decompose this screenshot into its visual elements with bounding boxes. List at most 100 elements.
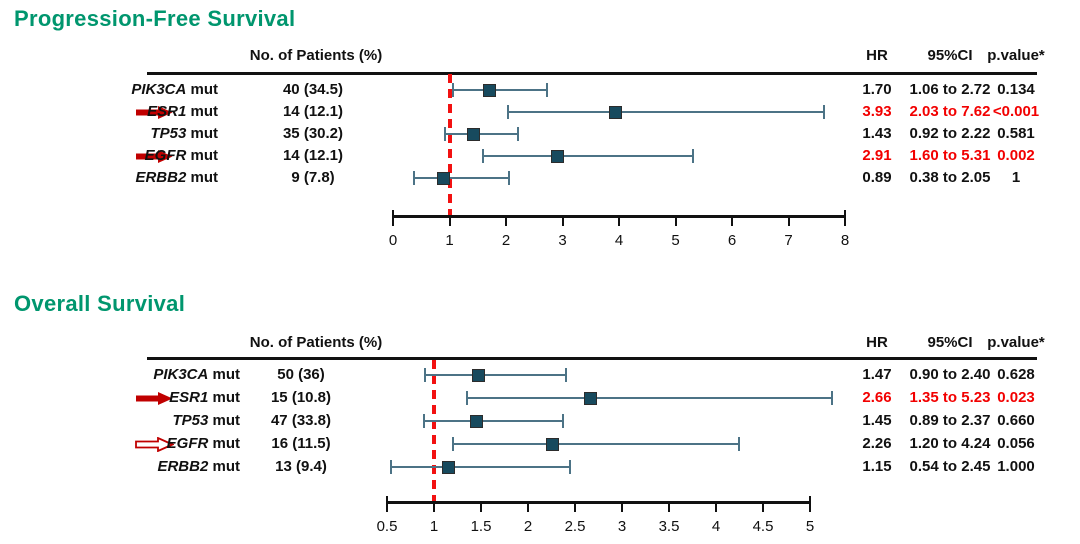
os-tp53-ci-line	[423, 420, 563, 422]
pfs-esr1-hr-value: 3.93	[862, 103, 892, 120]
os-x-axis-tick	[809, 496, 811, 512]
os-x-axis-tick	[762, 501, 764, 512]
os-esr1-row-label: ESR1 mut	[169, 389, 240, 406]
os-esr1-hr-value: 2.66	[862, 389, 892, 406]
os-erbb2-ci-cap-high	[569, 460, 572, 474]
pfs-egfr-ci-value: 1.60 to 5.31	[909, 147, 991, 164]
os-tp53-hr-marker	[469, 414, 483, 428]
pfs-pik3ca-ci-line	[452, 89, 547, 91]
pfs-esr1-ci-cap-high	[822, 105, 825, 119]
pfs-x-axis-tick-label: 5	[671, 232, 680, 249]
pfs-pik3ca-hr-value: 1.70	[862, 81, 892, 98]
pfs-x-axis-tick-label: 1	[445, 232, 454, 249]
pfs-egfr-p-value: 0.002	[997, 147, 1035, 164]
pfs-pik3ca-p-value: 0.134	[997, 81, 1035, 98]
os-tp53-row-label: TP53 mut	[172, 412, 240, 429]
pfs-x-axis-tick	[731, 215, 733, 226]
os-egfr-hr-value: 2.26	[862, 435, 892, 452]
pfs-pvalue-column-header: p.value*	[987, 47, 1045, 64]
os-x-axis-tick	[433, 501, 435, 512]
os-x-axis-tick	[668, 501, 670, 512]
os-pik3ca-ci-value: 0.90 to 2.40	[909, 366, 991, 383]
pfs-tp53-ci-value: 0.92 to 2.22	[909, 125, 991, 142]
pfs-esr1-filled-arrow-icon	[135, 105, 174, 120]
os-egfr-ci-value: 1.20 to 4.24	[909, 435, 991, 452]
os-erbb2-ci-cap-low	[389, 460, 392, 474]
pfs-pik3ca-row-label: PIK3CA mut	[131, 81, 218, 98]
pfs-esr1-patient-count: 14 (12.1)	[282, 103, 344, 120]
os-egfr-row-label: EGFR mut	[166, 435, 240, 452]
os-x-axis-tick	[574, 501, 576, 512]
os-erbb2-p-value: 1.000	[997, 458, 1035, 475]
os-x-axis-tick	[527, 501, 529, 512]
pfs-tp53-hr-value: 1.43	[862, 125, 892, 142]
os-esr1-ci-cap-low	[465, 391, 468, 405]
pfs-egfr-hr-value: 2.91	[862, 147, 892, 164]
os-egfr-hr-marker	[545, 437, 559, 451]
pfs-x-axis-tick-label: 3	[558, 232, 567, 249]
pfs-erbb2-p-value: 1	[1011, 169, 1021, 186]
os-esr1-ci-line	[466, 397, 832, 399]
os-erbb2-hr-value: 1.15	[862, 458, 892, 475]
pfs-egfr-filled-arrow-icon	[135, 149, 174, 164]
os-patients-column-header: No. of Patients (%)	[249, 334, 383, 351]
os-x-axis-tick-label: 3.5	[658, 518, 680, 535]
pfs-erbb2-patient-count: 9 (7.8)	[291, 169, 335, 186]
pfs-x-axis-tick-label: 2	[501, 232, 511, 249]
pfs-tp53-ci-line	[444, 133, 519, 135]
os-pik3ca-ci-line	[424, 374, 566, 376]
os-egfr-ci-line	[452, 443, 739, 445]
os-esr1-patient-count: 15 (10.8)	[270, 389, 332, 406]
os-tp53-p-value: 0.660	[997, 412, 1035, 429]
os-erbb2-ci-line	[390, 466, 571, 468]
pfs-tp53-p-value: 0.581	[997, 125, 1035, 142]
os-header-rule	[147, 357, 1037, 360]
pfs-panel-title: Progression-Free Survival	[14, 6, 296, 31]
os-tp53-ci-value: 0.89 to 2.37	[909, 412, 991, 429]
os-pik3ca-ci-cap-high	[564, 368, 567, 382]
pfs-esr1-row-label: ESR1 mut	[147, 103, 218, 120]
pfs-x-axis-tick	[505, 215, 507, 226]
os-x-axis-tick-label: 2.5	[564, 518, 586, 535]
pfs-esr1-ci-cap-low	[506, 105, 509, 119]
os-erbb2-hr-marker	[441, 460, 455, 474]
os-pik3ca-row-label: PIK3CA mut	[153, 366, 240, 383]
pfs-esr1-hr-marker	[608, 105, 622, 119]
pfs-x-axis-tick-label: 7	[784, 232, 793, 249]
os-egfr-patient-count: 16 (11.5)	[271, 435, 331, 452]
os-pik3ca-p-value: 0.628	[997, 366, 1035, 383]
os-esr1-p-value: 0.023	[997, 389, 1035, 406]
pfs-reference-line	[447, 74, 452, 215]
pfs-pik3ca-patient-count: 40 (34.5)	[282, 81, 344, 98]
pfs-esr1-ci-value: 2.03 to 7.62	[909, 103, 991, 120]
pfs-x-axis-tick	[392, 210, 394, 226]
pfs-x-axis-tick-label: 8	[840, 232, 850, 249]
pfs-erbb2-row-label: ERBB2 mut	[135, 169, 218, 186]
os-x-axis-tick-label: 4	[711, 518, 721, 535]
os-x-axis-tick-label: 5	[805, 518, 815, 535]
pfs-x-axis-tick	[674, 215, 677, 226]
os-pik3ca-patient-count: 50 (36)	[277, 366, 325, 383]
pfs-x-axis-tick	[561, 215, 564, 226]
os-pik3ca-ci-cap-low	[423, 368, 426, 382]
pfs-x-axis-tick	[787, 215, 790, 226]
os-pik3ca-hr-marker	[471, 368, 485, 382]
os-hr-column-header: HR	[866, 334, 888, 351]
pfs-erbb2-ci-value: 0.38 to 2.05	[909, 169, 991, 186]
pfs-pik3ca-ci-value: 1.06 to 2.72	[909, 81, 991, 98]
pfs-egfr-patient-count: 14 (12.1)	[282, 147, 344, 164]
pfs-erbb2-hr-value: 0.89	[862, 169, 892, 186]
pfs-erbb2-ci-cap-high	[507, 171, 510, 185]
pfs-erbb2-ci-cap-low	[413, 171, 416, 185]
pfs-tp53-ci-cap-low	[443, 127, 446, 141]
os-egfr-hollow-arrow-icon	[135, 436, 174, 452]
pfs-pik3ca-ci-cap-low	[451, 83, 454, 97]
pfs-header-rule	[147, 72, 1037, 75]
os-x-axis-tick	[715, 501, 717, 512]
os-x-axis-tick-label: 1.5	[470, 518, 492, 535]
pfs-egfr-hr-marker	[550, 149, 564, 163]
os-pvalue-column-header: p.value*	[987, 334, 1045, 351]
os-tp53-hr-value: 1.45	[862, 412, 892, 429]
pfs-esr1-p-value: <0.001	[992, 103, 1040, 120]
